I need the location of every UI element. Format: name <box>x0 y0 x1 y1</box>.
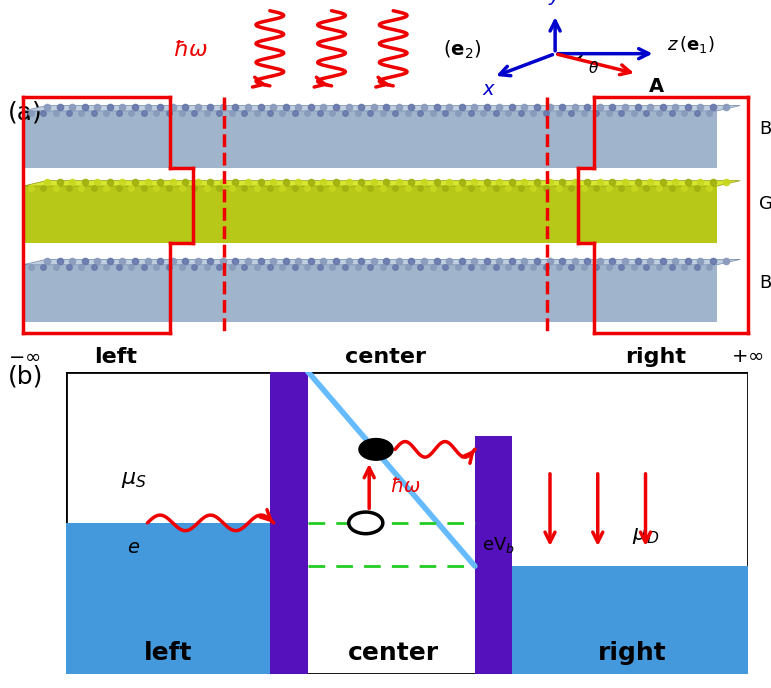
Text: center: center <box>348 641 439 665</box>
Text: $\mathbf{A}$: $\mathbf{A}$ <box>648 77 665 96</box>
FancyBboxPatch shape <box>513 566 748 674</box>
FancyBboxPatch shape <box>66 523 271 674</box>
Text: $y$: $y$ <box>548 0 562 7</box>
Text: BN: BN <box>759 274 771 292</box>
FancyBboxPatch shape <box>23 265 717 322</box>
Text: (a): (a) <box>8 100 42 124</box>
Text: left: left <box>143 641 192 665</box>
Text: Gr: Gr <box>759 195 771 213</box>
Polygon shape <box>23 181 740 186</box>
Text: $(\mathbf{e}_2)$: $(\mathbf{e}_2)$ <box>443 39 482 61</box>
Polygon shape <box>23 105 740 111</box>
Text: $\theta$: $\theta$ <box>588 60 598 76</box>
Text: $\mu_S$: $\mu_S$ <box>121 470 146 490</box>
Circle shape <box>348 512 383 534</box>
Text: right: right <box>598 641 666 665</box>
FancyBboxPatch shape <box>23 186 717 244</box>
Text: left: left <box>94 347 137 367</box>
Text: center: center <box>345 347 426 367</box>
Text: $\hbar\omega$: $\hbar\omega$ <box>389 477 421 495</box>
Text: $+\infty$: $+\infty$ <box>731 347 763 366</box>
FancyBboxPatch shape <box>23 111 717 168</box>
Circle shape <box>359 438 393 460</box>
Text: $\hbar\omega$: $\hbar\omega$ <box>173 40 208 60</box>
Text: $z\,(\mathbf{e}_1)$: $z\,(\mathbf{e}_1)$ <box>667 34 715 55</box>
Text: $x$: $x$ <box>483 80 497 100</box>
Text: $e$: $e$ <box>127 538 140 557</box>
FancyBboxPatch shape <box>271 372 308 674</box>
Text: $\mathrm{eV}_b$: $\mathrm{eV}_b$ <box>482 535 515 555</box>
FancyBboxPatch shape <box>66 372 748 674</box>
Text: $-\infty$: $-\infty$ <box>8 347 40 366</box>
Text: (b): (b) <box>8 365 43 389</box>
Text: right: right <box>625 347 686 367</box>
Polygon shape <box>23 259 740 265</box>
FancyBboxPatch shape <box>475 436 513 674</box>
Text: $\mu_D$: $\mu_D$ <box>631 526 659 546</box>
Text: BN: BN <box>759 120 771 138</box>
